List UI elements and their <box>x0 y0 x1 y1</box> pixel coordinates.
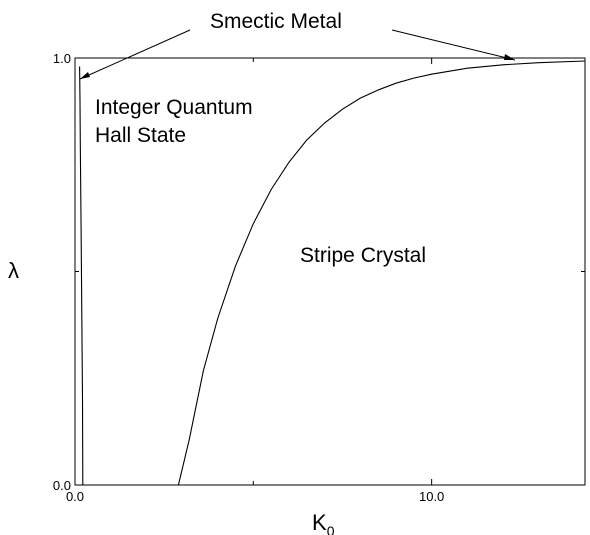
smectic-arrowhead-left <box>80 72 90 79</box>
plot-frame <box>74 57 586 486</box>
smectic-metal-boundary-line <box>79 66 84 486</box>
x-tick-label: 10.0 <box>419 489 444 504</box>
annotation-integer-quantum: Integer Quantum <box>95 96 253 119</box>
plot-layer: 0.0 10.0 0.0 1.0 <box>53 51 586 504</box>
x-axis-label-subscript: 0 <box>327 523 335 535</box>
x-axis-label-main: K <box>312 510 327 535</box>
annotation-smectic-metal: Smectic Metal <box>210 10 342 33</box>
annotation-stripe-crystal: Stripe Crystal <box>300 244 426 267</box>
x-axis-label: K0 <box>312 510 335 535</box>
y-tick-label: 1.0 <box>53 51 71 66</box>
stripe-crystal-boundary-line <box>177 60 586 486</box>
annotation-hall-state: Hall State <box>95 124 186 147</box>
smectic-arrow-right <box>391 29 516 61</box>
annotation-arrows <box>79 29 516 80</box>
y-axis-label: λ <box>8 258 19 283</box>
x-tick-label: 0.0 <box>66 489 84 504</box>
mark-layer <box>79 60 586 486</box>
smectic-arrowhead-right <box>504 54 515 60</box>
y-tick-label: 0.0 <box>53 478 71 493</box>
smectic-arrow-left <box>79 29 191 80</box>
